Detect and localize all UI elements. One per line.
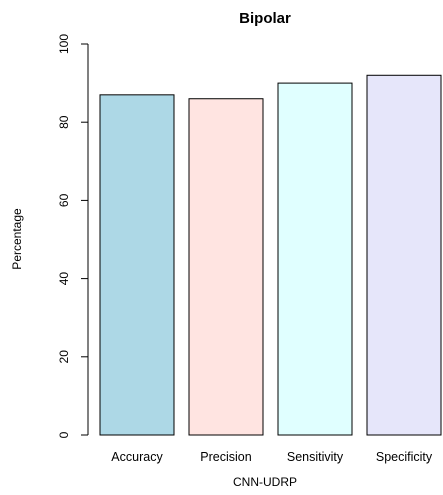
x-tick-labels: Accuracy Precision Sensitivity Specificity [111,450,433,464]
x-axis-label: CNN-UDRP [233,475,297,489]
y-tick-label: 0 [57,431,71,438]
y-axis: 0 20 40 60 80 100 [57,34,89,438]
y-tick-label: 80 [57,115,71,129]
y-tick-label: 60 [57,193,71,207]
bar-precision [188,98,264,436]
x-tick-label: Specificity [376,450,433,464]
x-tick-label: Accuracy [111,450,163,464]
y-axis-label: Percentage [10,208,24,270]
x-tick-label: Sensitivity [287,450,344,464]
bar-accuracy [99,94,175,436]
y-tick-label: 100 [57,34,71,54]
y-tick-label: 20 [57,350,71,364]
chart-title: Bipolar [239,10,291,27]
x-tick-label: Precision [200,450,251,464]
bar-specificity [366,74,442,436]
bars-group [99,74,442,436]
bar-sensitivity [277,82,353,436]
y-tick-label: 40 [57,272,71,286]
